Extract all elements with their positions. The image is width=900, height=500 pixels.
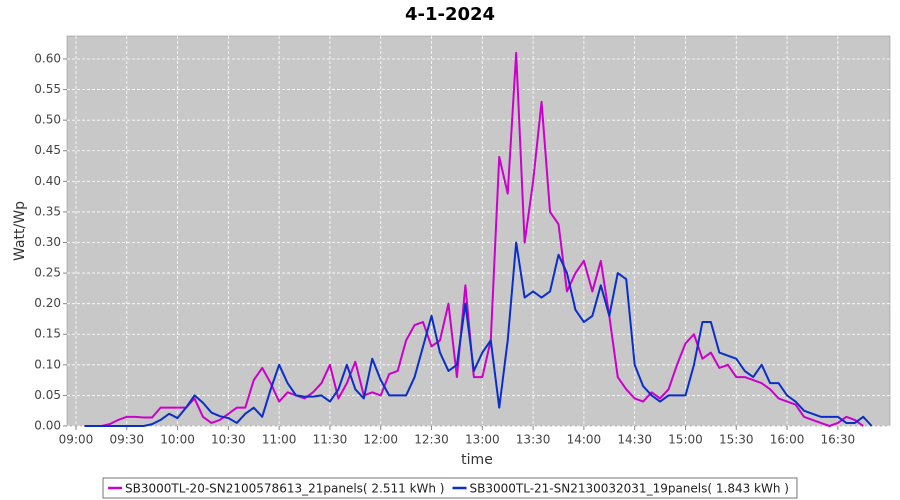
chart-title: 4-1-2024: [405, 4, 495, 25]
x-axis-label: time: [461, 452, 493, 468]
x-tick-label: 16:30: [821, 433, 856, 447]
y-tick-label: 0.55: [34, 82, 61, 96]
y-tick-label: 0.60: [34, 51, 61, 65]
x-tick-label: 11:30: [313, 433, 348, 447]
y-axis-label: Watt/Wp: [12, 201, 28, 261]
x-tick-label: 13:30: [516, 433, 551, 447]
legend-box: [102, 477, 798, 499]
x-tick-label: 12:00: [363, 433, 398, 447]
y-tick-label: 0.10: [34, 357, 61, 371]
plot-area: [66, 35, 891, 427]
x-tick-label: 15:00: [668, 433, 703, 447]
y-tick-label: 0.00: [34, 419, 61, 433]
y-tick-label: 0.50: [34, 113, 61, 127]
y-tick-label: 0.35: [34, 204, 61, 218]
legend: SB3000TL-20-SN2100578613_21panels( 2.511…: [102, 477, 798, 499]
y-tick-label: 0.15: [34, 327, 61, 341]
x-tick-label: 15:30: [719, 433, 754, 447]
y-tick-label: 0.05: [34, 388, 61, 402]
grid: 0.00 0.05 0.10 0.15 0.20 0.25 0.30 0.35 0.40 0.45…: [34, 36, 890, 447]
series-line: [84, 241, 873, 427]
y-tick-label: 0.30: [34, 235, 61, 249]
legend-text: SB3000TL-21-SN2130032031_19panels( 1.843…: [470, 482, 789, 496]
x-tick-label: 12:30: [414, 433, 449, 447]
y-tick-label: 0.20: [34, 296, 61, 310]
x-tick-label: 10:00: [160, 433, 195, 447]
x-tick-label: 10:30: [211, 433, 246, 447]
y-tick-label: 0.40: [34, 174, 61, 188]
x-tick-label: 16:00: [770, 433, 805, 447]
x-tick-label: 14:30: [617, 433, 652, 447]
x-tick-label: 14:00: [567, 433, 602, 447]
x-tick-label: 11:00: [262, 433, 297, 447]
y-tick-label: 0.45: [34, 143, 61, 157]
legend-text: SB3000TL-20-SN2100578613_21panels( 2.511…: [125, 482, 444, 496]
x-tick-label: 13:00: [465, 433, 500, 447]
x-tick-label: 09:30: [109, 433, 144, 447]
series-line: [84, 51, 864, 427]
x-tick-label: 09:00: [59, 433, 94, 447]
y-tick-label: 0.25: [34, 266, 61, 280]
lines: [84, 51, 873, 427]
